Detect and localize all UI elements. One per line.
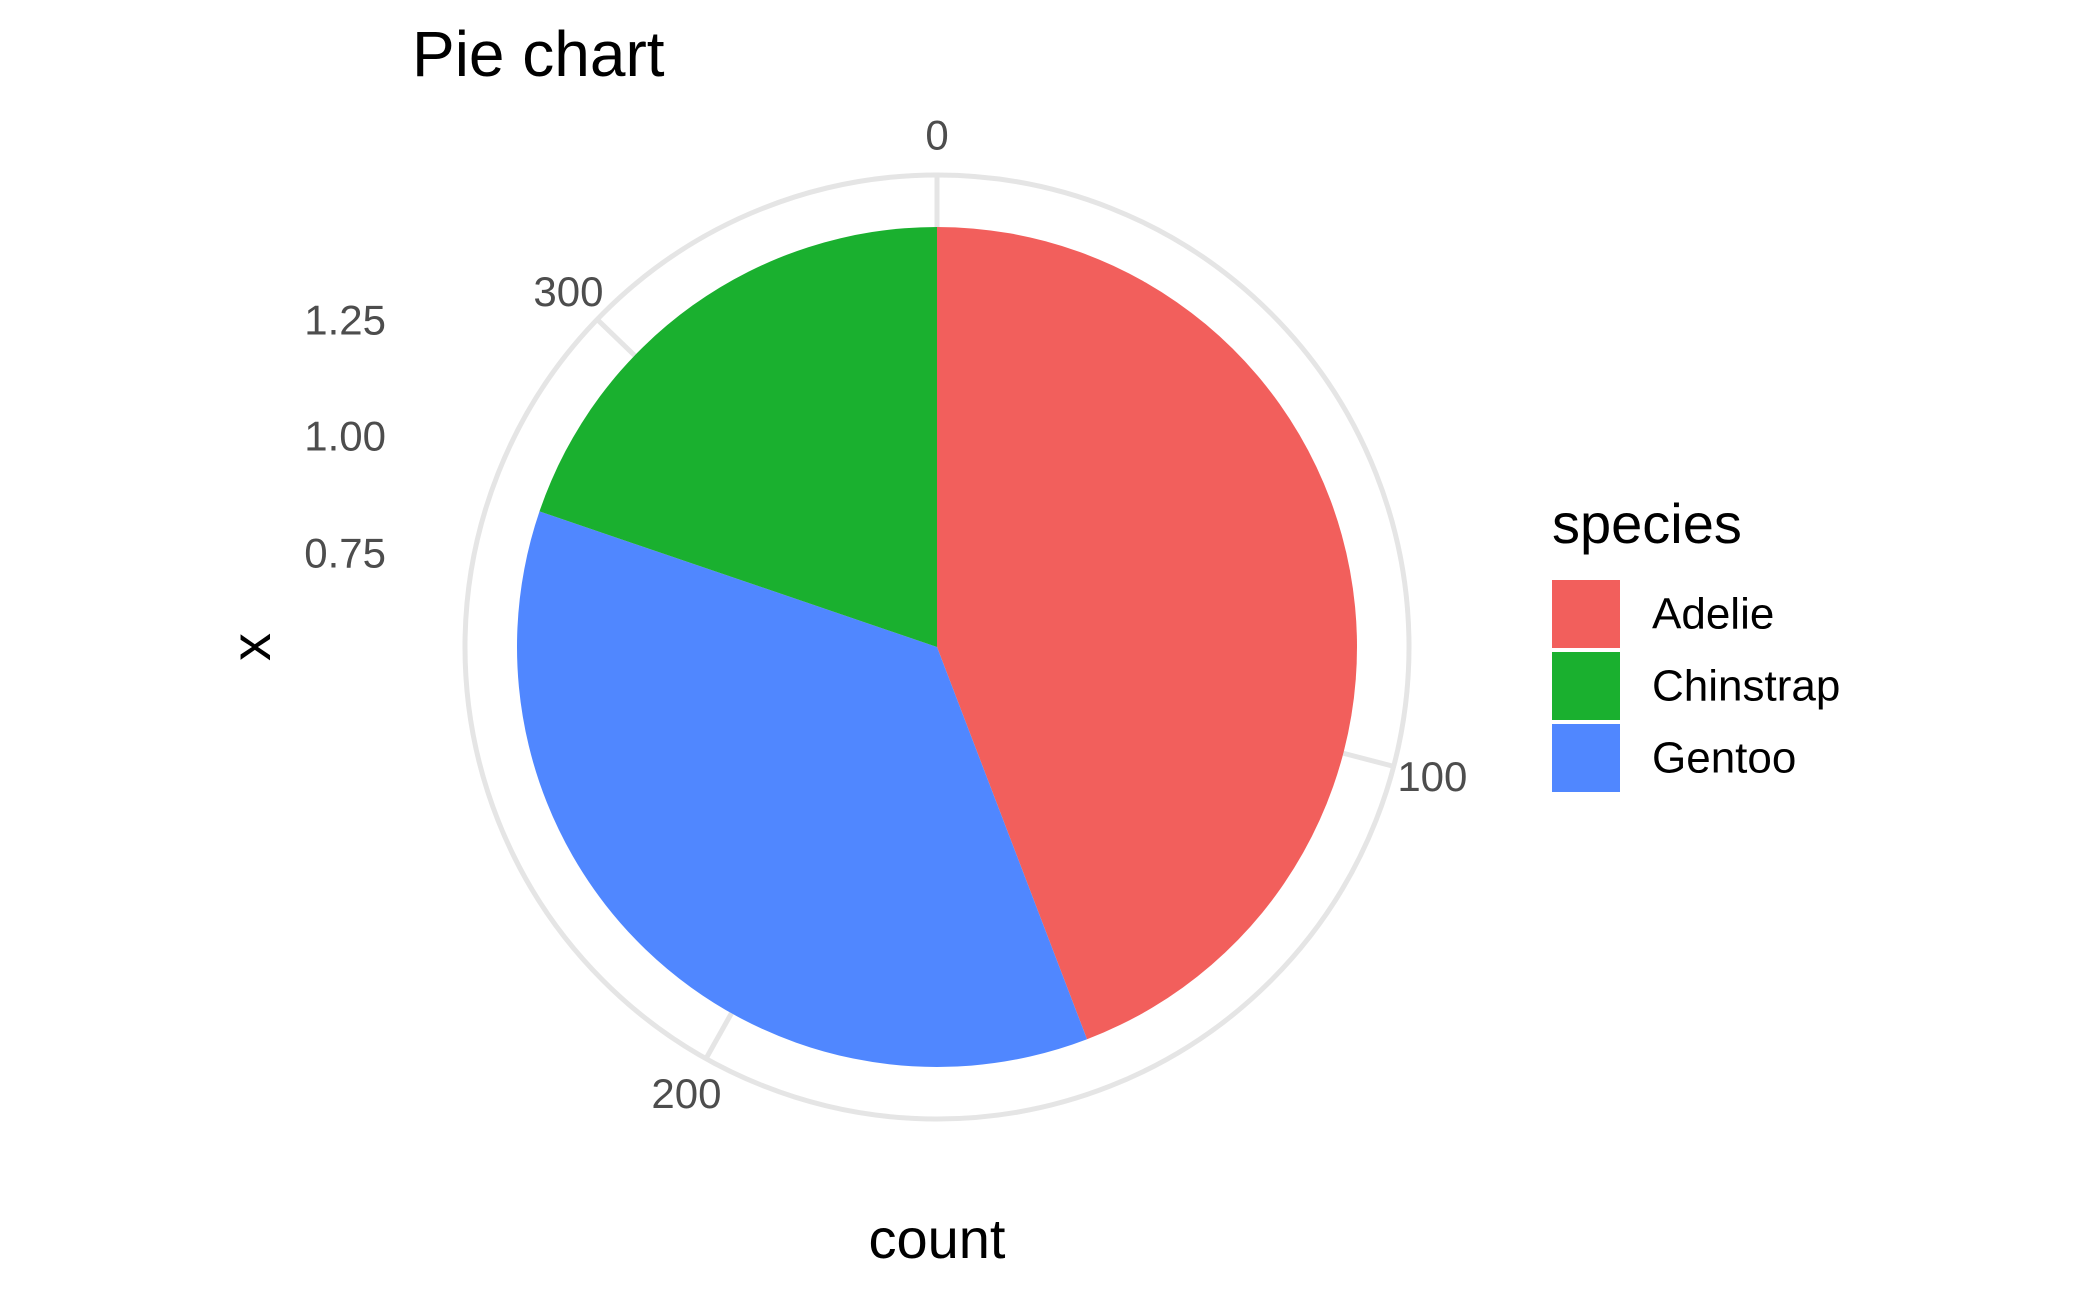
radial-tick-label-0-75: 0.75 [304,530,386,577]
pie-slices [516,227,1357,1067]
angle-gridline-100 [1342,750,1395,769]
radial-tick-label-1-25: 1.25 [304,297,386,344]
legend-key-adelie [1552,580,1620,648]
angle-gridline-300 [595,317,637,358]
angle-tick-label-200: 200 [651,1070,721,1117]
angle-tick-label-300: 300 [533,268,603,315]
angle-gridlines [595,175,1395,1060]
legend: species Adelie Chinstrap Gentoo [1552,492,1840,792]
legend-key-gentoo [1552,724,1620,792]
pie-slice-gentoo [516,511,1088,1067]
y-axis-title: x [219,633,282,661]
chart-title: Pie chart [412,18,665,90]
plot-panel: 0 100 200 300 [462,112,1467,1122]
legend-entries: Adelie Chinstrap Gentoo [1552,580,1840,792]
legend-label-gentoo: Gentoo [1652,734,1796,783]
angle-tick-labels: 0 100 200 300 [533,112,1467,1117]
radial-tick-labels: 0.75 1.00 1.25 [304,297,386,577]
legend-label-adelie: Adelie [1652,590,1774,639]
angle-tick-label-100: 100 [1397,753,1467,800]
legend-key-chinstrap [1552,652,1620,720]
legend-title: species [1552,492,1742,555]
angle-gridline-200 [703,1012,734,1060]
angle-tick-label-0: 0 [925,112,948,159]
legend-label-chinstrap: Chinstrap [1652,662,1840,711]
pie-slice-adelie [937,227,1357,1040]
radial-tick-label-1-00: 1.00 [304,413,386,460]
x-axis-title: count [869,1207,1006,1270]
pie-slice-chinstrap [539,227,937,647]
